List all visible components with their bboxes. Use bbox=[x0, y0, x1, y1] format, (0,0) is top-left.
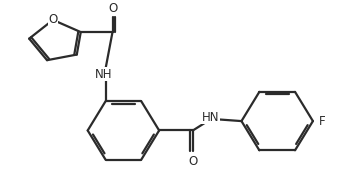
Text: O: O bbox=[108, 2, 117, 15]
Text: O: O bbox=[48, 13, 58, 26]
Text: O: O bbox=[188, 155, 197, 168]
Text: NH: NH bbox=[95, 68, 112, 81]
Text: HN: HN bbox=[202, 111, 220, 124]
Text: F: F bbox=[319, 115, 326, 128]
